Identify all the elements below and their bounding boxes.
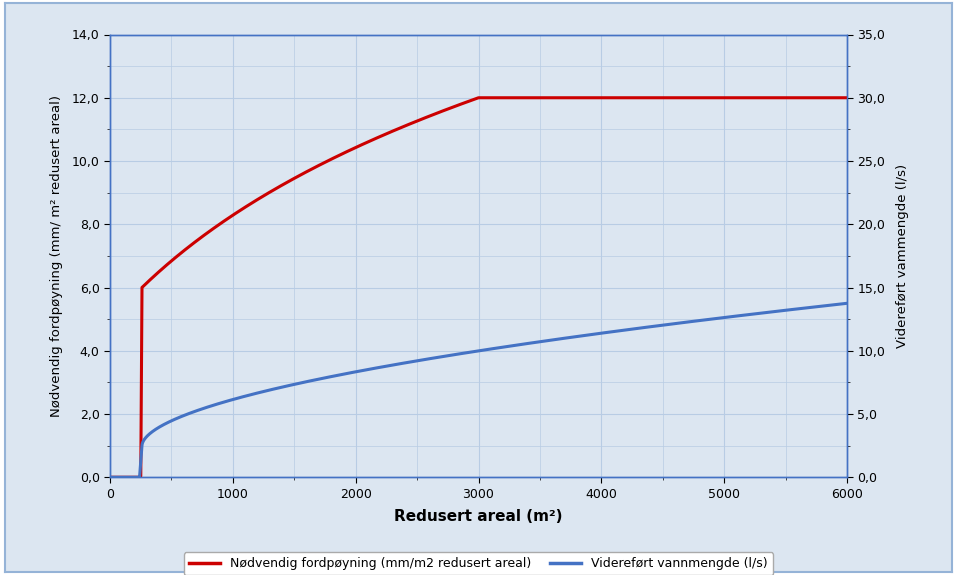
Y-axis label: Nødvendig fordрøyning (mm/ m² redusert areal): Nødvendig fordрøyning (mm/ m² redusert a… xyxy=(51,95,63,417)
Legend: Nødvendig fordрøyning (mm/m2 redusert areal), Videreført vannmengde (l/s): Nødvendig fordрøyning (mm/m2 redusert ar… xyxy=(184,552,773,575)
Y-axis label: Videreført vammengde (l/s): Videreført vammengde (l/s) xyxy=(897,164,909,348)
X-axis label: Redusert areal (m²): Redusert areal (m²) xyxy=(394,509,563,524)
